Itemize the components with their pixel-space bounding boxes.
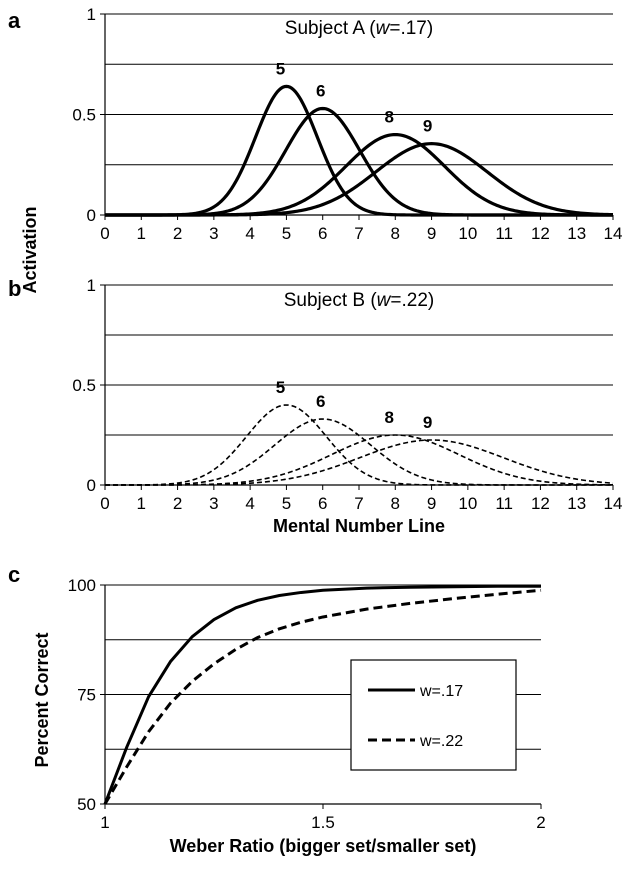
peak-label: 8 (385, 108, 394, 127)
x-tick-label: 14 (604, 224, 623, 243)
y-tick-label: 0 (87, 206, 96, 225)
x-tick-label: 6 (318, 224, 327, 243)
curve-8 (105, 434, 614, 486)
y-tick-label: 0 (87, 476, 96, 495)
panel-letter: c (8, 562, 20, 587)
panel-letter: a (8, 8, 21, 33)
peak-label: 5 (276, 59, 285, 78)
x-tick-label: 12 (531, 224, 550, 243)
curve-5 (105, 404, 613, 486)
y-tick-label: 0.5 (72, 376, 96, 395)
x-tick-label: 11 (495, 224, 513, 243)
x-tick-label: 1.5 (311, 813, 335, 832)
x-tick-label: 12 (531, 494, 550, 513)
x-tick-label: 9 (427, 494, 436, 513)
y-tick-label: 1 (87, 276, 96, 295)
peak-label: 9 (423, 117, 432, 136)
curve-6 (105, 418, 613, 486)
x-tick-label: 2 (173, 494, 182, 513)
x-tick-label: 7 (354, 224, 363, 243)
y-tick-label: 50 (77, 795, 96, 814)
x-tick-label: 3 (209, 494, 218, 513)
y-tick-label: 0.5 (72, 106, 96, 125)
x-tick-label: 0 (100, 494, 109, 513)
panel-letter: b (8, 276, 21, 301)
legend-label: w=.22 (419, 733, 463, 750)
x-tick-label: 8 (391, 224, 400, 243)
x-axis-title: Weber Ratio (bigger set/smaller set) (170, 836, 477, 856)
x-tick-label: 14 (604, 494, 623, 513)
legend-box (350, 659, 517, 771)
panel-c: 50 75 100 1 1.5 2 w=.17 w=.22 c Percent Correct We… (8, 562, 546, 856)
x-tick-label: 2 (536, 813, 545, 832)
y-axis-title: Activation (20, 206, 40, 293)
curve-9 (105, 142, 614, 217)
x-tick-label: 5 (282, 494, 291, 513)
x-tick-label: 3 (209, 224, 218, 243)
x-tick-label: 4 (245, 224, 254, 243)
legend-label: w=.17 (419, 683, 463, 700)
peak-label: 9 (423, 413, 432, 432)
x-tick-label: 4 (245, 494, 254, 513)
x-tick-label: 8 (391, 494, 400, 513)
x-axis-title: Mental Number Line (273, 516, 445, 536)
subject-annotation: Subject A (w=.17) (285, 18, 433, 39)
curve-9 (105, 439, 614, 486)
y-tick-label: 1 (87, 5, 96, 24)
peak-label: 6 (316, 392, 325, 411)
legend: w=.17 w=.22 (350, 659, 517, 771)
x-tick-label: 5 (282, 224, 291, 243)
subject-annotation: Subject B (w=.22) (284, 290, 435, 311)
x-tick-label: 1 (137, 224, 146, 243)
x-tick-label: 11 (495, 494, 513, 513)
y-tick-label: 75 (77, 686, 96, 705)
peak-label: 6 (316, 81, 325, 100)
curve-6 (105, 106, 613, 217)
x-tick-label: 10 (458, 224, 477, 243)
x-tick-label: 9 (427, 224, 436, 243)
x-tick-label: 1 (137, 494, 146, 513)
peak-label: 5 (276, 378, 285, 397)
x-tick-label: 6 (318, 494, 327, 513)
curve-dashed (103, 588, 542, 805)
x-tick-label: 1 (100, 813, 109, 832)
y-tick-label: 100 (68, 576, 96, 595)
peak-label: 8 (385, 408, 394, 427)
x-tick-label: 7 (354, 494, 363, 513)
x-tick-label: 10 (458, 494, 477, 513)
y-axis-title: Percent Correct (32, 632, 52, 767)
x-tick-label: 0 (100, 224, 109, 243)
x-tick-label: 13 (567, 494, 586, 513)
x-tick-label: 13 (567, 224, 586, 243)
x-tick-label: 2 (173, 224, 182, 243)
curve-solid (103, 584, 541, 805)
